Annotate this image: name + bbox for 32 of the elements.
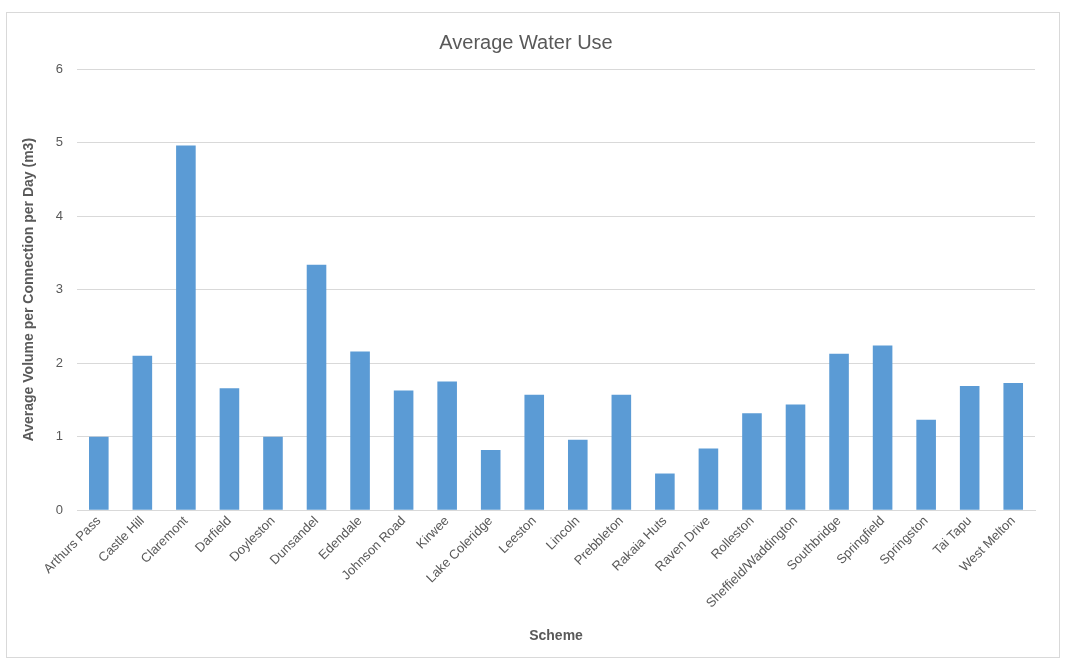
- bar: [742, 413, 762, 510]
- y-tick-label: 4: [55, 207, 64, 223]
- y-tick-label: 3: [55, 281, 64, 297]
- bar: [959, 385, 980, 510]
- bar: [829, 353, 849, 510]
- bar: [524, 394, 545, 510]
- bar: [306, 264, 327, 510]
- bar: [611, 394, 632, 510]
- bar: [350, 351, 370, 510]
- bar: [698, 448, 719, 510]
- bar: [567, 439, 588, 510]
- bar: [132, 355, 153, 510]
- bar: [176, 145, 196, 510]
- y-tick-label: 0: [55, 501, 64, 517]
- bar: [393, 390, 414, 510]
- y-tick-label: 1: [55, 428, 64, 444]
- bar: [219, 388, 240, 510]
- bar: [480, 449, 501, 510]
- bar: [872, 345, 893, 510]
- y-tick-label: 2: [55, 354, 64, 370]
- bar: [89, 436, 109, 510]
- bar: [437, 381, 457, 510]
- y-tick-label: 6: [55, 60, 64, 76]
- bar: [916, 419, 936, 510]
- bar: [655, 473, 675, 510]
- chart-title: Average Water Use: [439, 30, 613, 53]
- bar: [263, 436, 283, 510]
- y-axis-title: Average Volume per Connection per Day (m3): [20, 137, 37, 442]
- bar: [1003, 383, 1024, 510]
- bar: [785, 404, 806, 510]
- x-axis-title: Scheme: [529, 627, 584, 644]
- y-tick-label: 5: [55, 134, 64, 150]
